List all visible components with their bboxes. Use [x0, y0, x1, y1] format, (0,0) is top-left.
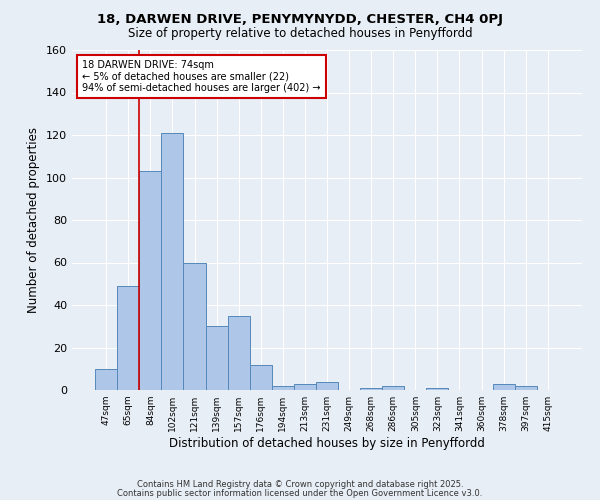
Bar: [382, 386, 404, 390]
Bar: [294, 384, 316, 390]
Bar: [250, 364, 272, 390]
Bar: [272, 386, 294, 390]
Bar: [316, 382, 338, 390]
Text: Contains public sector information licensed under the Open Government Licence v3: Contains public sector information licen…: [118, 490, 482, 498]
Text: Contains HM Land Registry data © Crown copyright and database right 2025.: Contains HM Land Registry data © Crown c…: [137, 480, 463, 489]
Bar: [139, 171, 161, 390]
Bar: [161, 133, 184, 390]
Bar: [360, 388, 382, 390]
Bar: [184, 262, 206, 390]
Bar: [515, 386, 537, 390]
Bar: [117, 286, 139, 390]
Bar: [206, 326, 227, 390]
Text: 18, DARWEN DRIVE, PENYMYNYDD, CHESTER, CH4 0PJ: 18, DARWEN DRIVE, PENYMYNYDD, CHESTER, C…: [97, 12, 503, 26]
X-axis label: Distribution of detached houses by size in Penyffordd: Distribution of detached houses by size …: [169, 437, 485, 450]
Bar: [227, 316, 250, 390]
Bar: [95, 369, 117, 390]
Bar: [427, 388, 448, 390]
Bar: [493, 384, 515, 390]
Text: 18 DARWEN DRIVE: 74sqm
← 5% of detached houses are smaller (22)
94% of semi-deta: 18 DARWEN DRIVE: 74sqm ← 5% of detached …: [82, 60, 320, 94]
Text: Size of property relative to detached houses in Penyffordd: Size of property relative to detached ho…: [128, 28, 472, 40]
Y-axis label: Number of detached properties: Number of detached properties: [28, 127, 40, 313]
